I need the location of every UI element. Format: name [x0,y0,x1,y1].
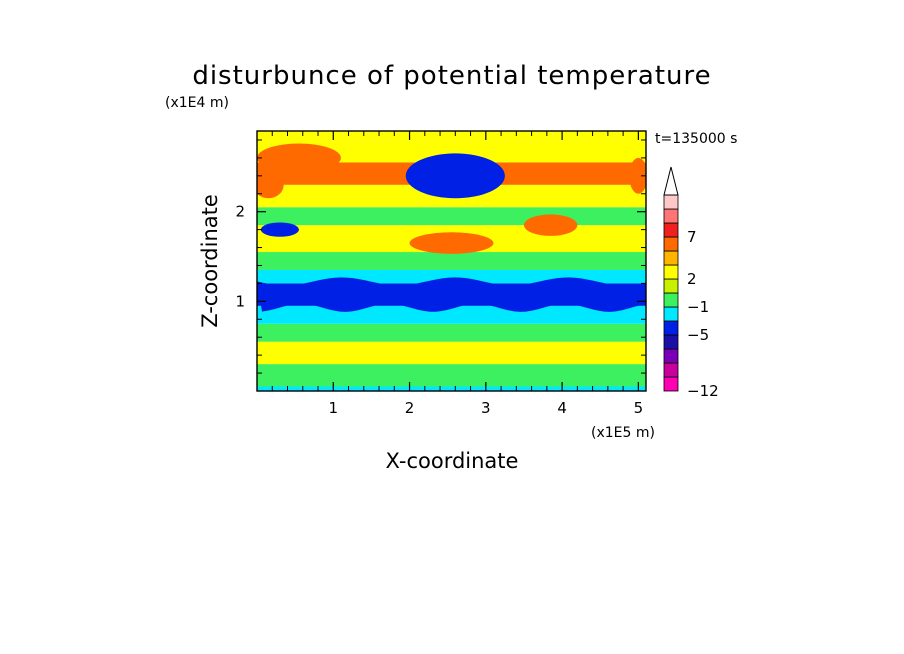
x-tick-label-3: 3 [481,399,491,417]
x-tick-label-5: 5 [634,399,644,417]
plot-frame [256,130,647,392]
x-axis-label: X-coordinate [386,449,519,473]
colorbar-swatch-0 [663,376,679,392]
colorbar-swatch-10 [663,236,679,252]
y-axis-label: Z-coordinate [198,194,222,328]
chart-title: disturbunce of potential temperature [192,61,711,91]
contour-band-3 [257,323,646,342]
colorbar-swatch-1 [663,362,679,378]
colorbar-swatch-13 [663,194,679,210]
contour-field [257,131,646,391]
contour-maximum-5 [409,232,494,254]
contour-maximum-3 [257,143,341,173]
x-tick-label-1: 1 [329,399,339,417]
colorbar-swatch-12 [663,208,679,224]
contour-band-9 [257,207,646,226]
contour-maximum-4 [523,214,578,236]
contour-band-0 [257,386,646,391]
colorbar-label-3: −5 [687,326,709,344]
colorbar-swatch-5 [663,306,679,322]
time-label: t=135000 s [655,131,737,147]
colorbar-swatch-3 [663,334,679,350]
colorbar-label-1: 2 [687,270,697,288]
colorbar: 7 2 −1 −5 −12 [663,166,719,400]
contour-minimum-1 [405,153,505,199]
x-tick-label-4: 4 [557,399,567,417]
y-tick-label-1: 1 [235,292,245,310]
x-unit-label: (x1E5 m) [591,425,655,441]
contour-blue-layer [257,277,646,312]
colorbar-swatch-2 [663,348,679,364]
colorbar-swatch-9 [663,250,679,266]
contour-maximum-7 [629,157,646,194]
colorbar-label-0: 7 [687,228,697,246]
colorbar-label-2: −1 [687,298,709,316]
y-tick-label-2: 2 [235,203,245,221]
colorbar-extend-arrow [663,166,679,196]
colorbar-label-4: −12 [687,382,719,400]
contour-band-1 [257,364,646,387]
colorbar-swatch-4 [663,320,679,336]
colorbar-swatch-7 [663,278,679,294]
y-axis: 12 [235,139,646,374]
colorbar-swatch-11 [663,222,679,238]
contour-band-2 [257,341,646,365]
colorbar-swatch-8 [663,264,679,280]
contour-minimum-2 [260,222,299,237]
x-axis: 1 2 3 4 5 [271,131,644,417]
contour-band-7 [257,252,646,270]
contour-maximum-6 [257,171,284,199]
y-unit-label: (x1E4 m) [165,95,229,111]
colorbar-swatch-6 [663,292,679,308]
x-tick-label-2: 2 [405,399,415,417]
